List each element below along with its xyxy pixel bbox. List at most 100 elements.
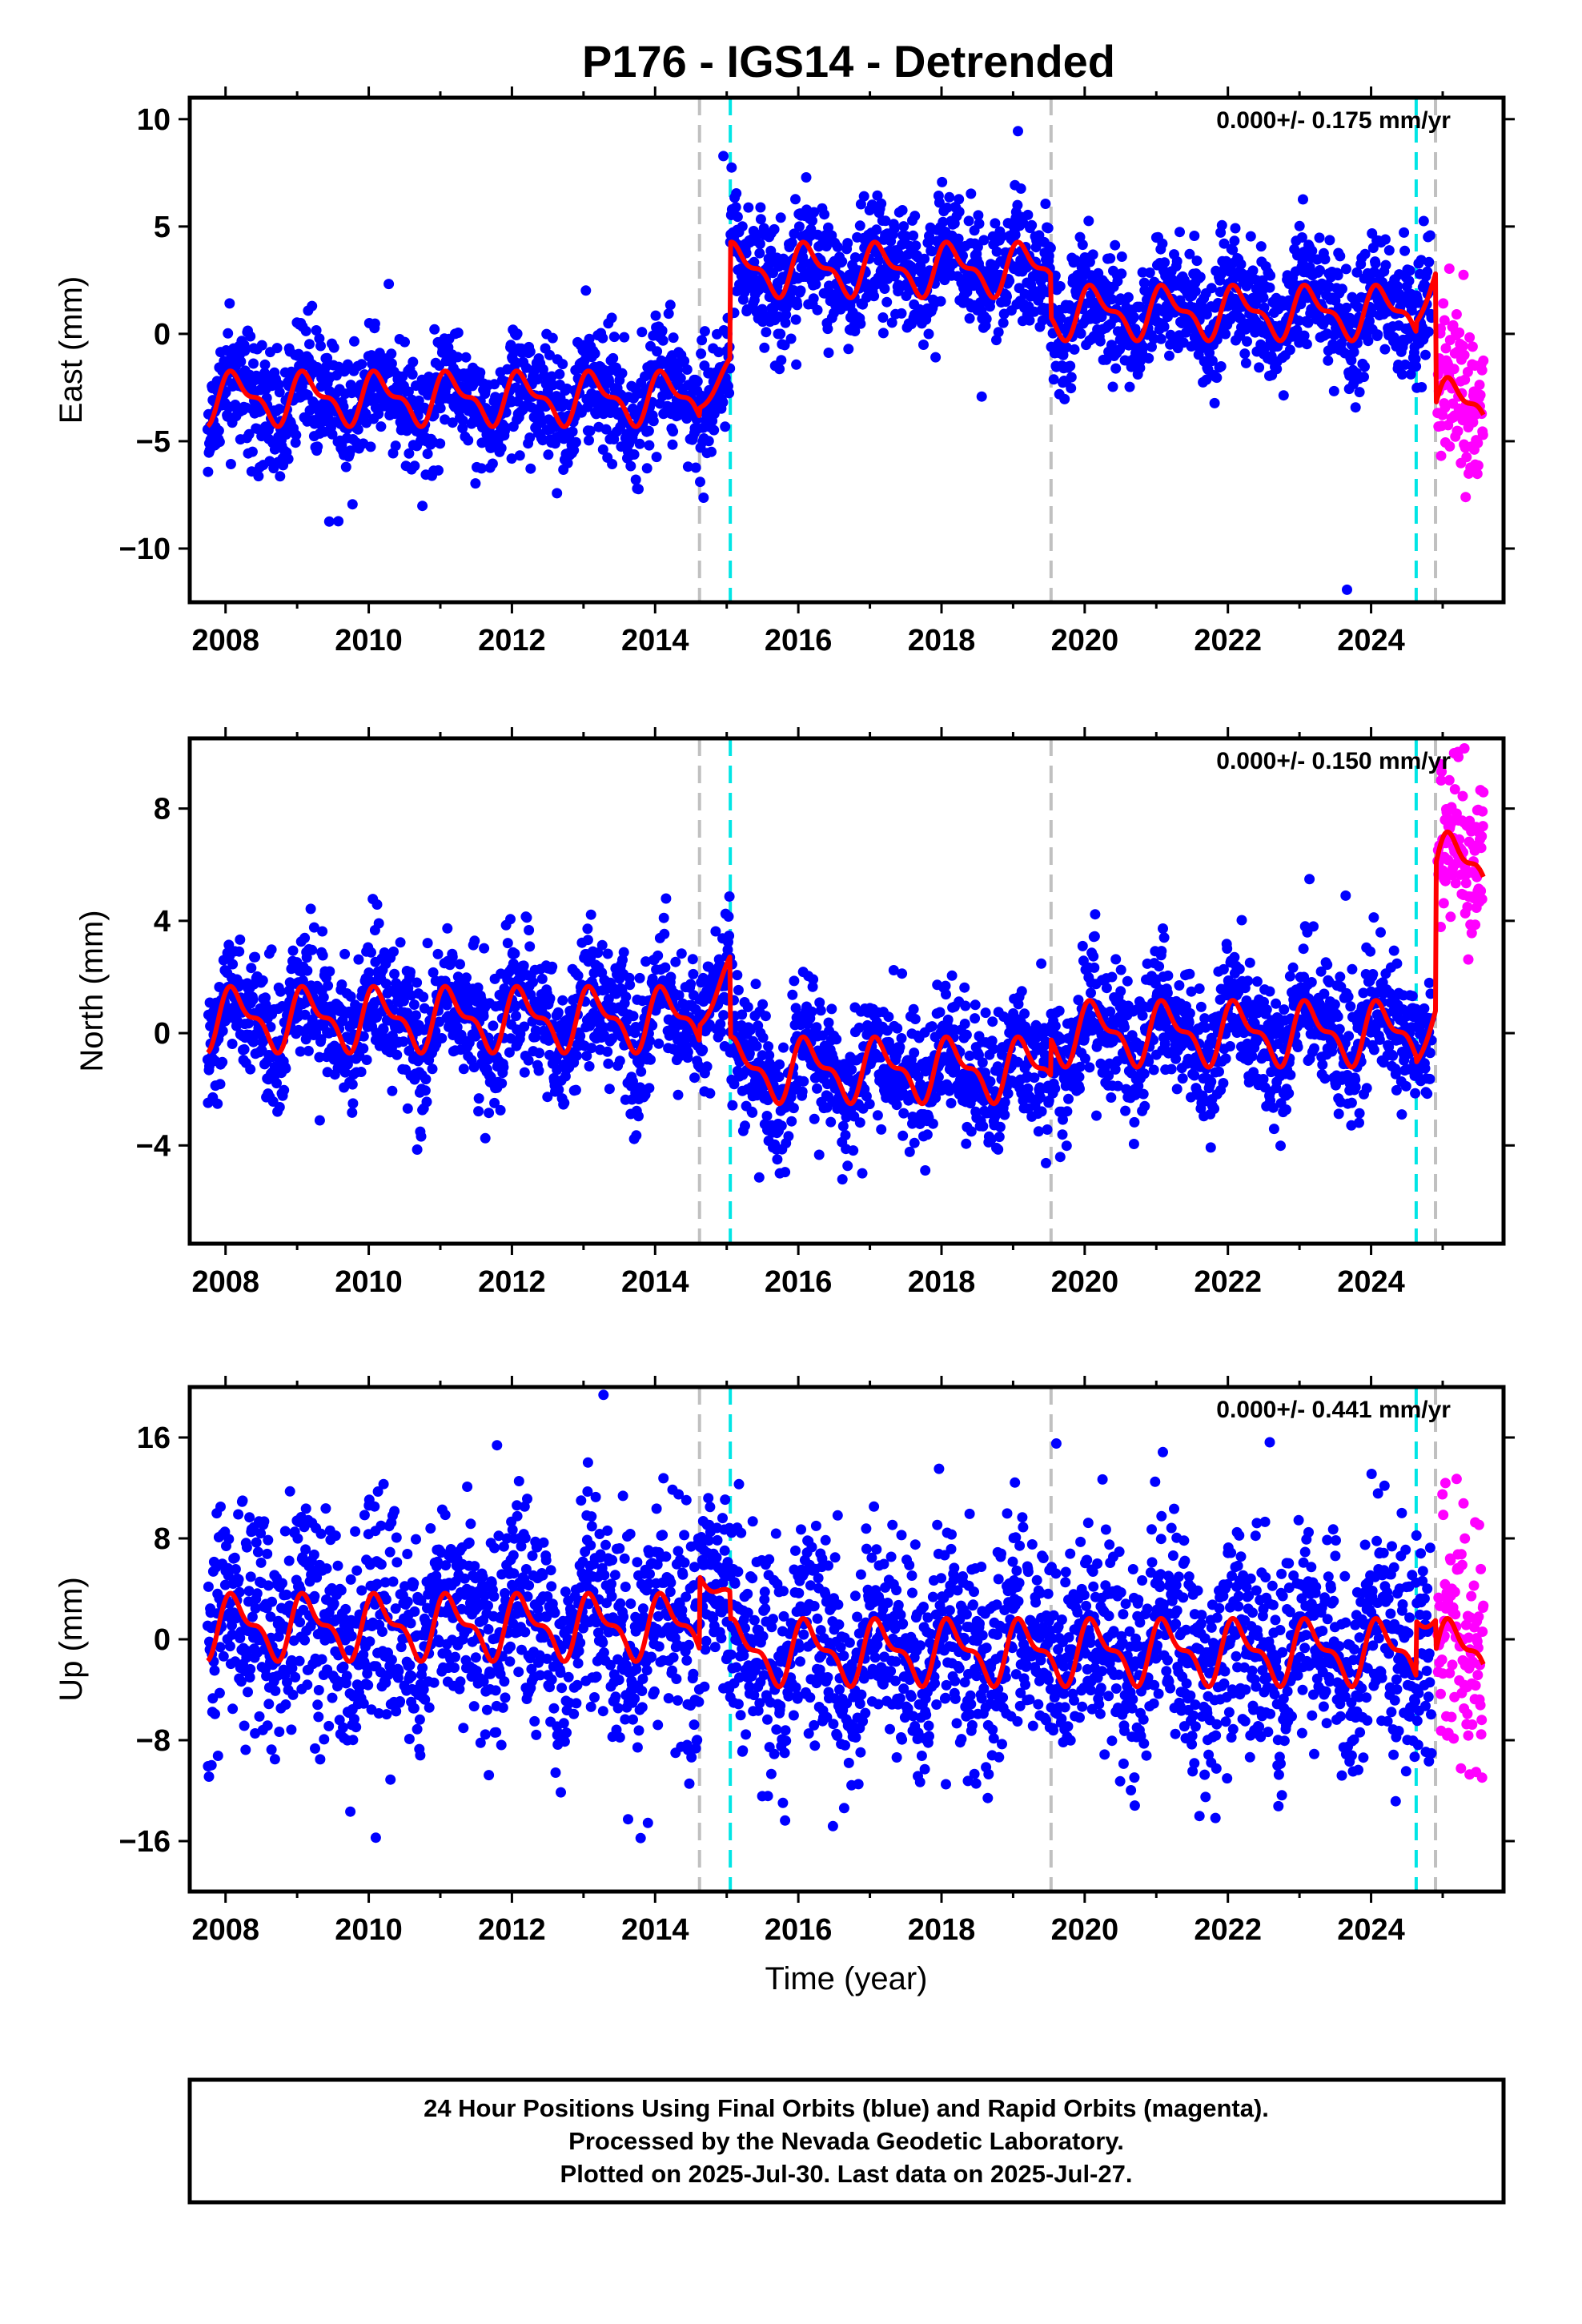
final-orbit-point (411, 1010, 421, 1021)
final-orbit-point (927, 1118, 938, 1129)
final-orbit-point (1042, 1124, 1053, 1135)
final-orbit-point (898, 1108, 909, 1119)
final-orbit-point (798, 1076, 809, 1087)
final-orbit-point (897, 205, 908, 215)
final-orbit-point (554, 368, 565, 380)
final-orbit-point (1204, 348, 1215, 358)
final-orbit-point (575, 1031, 586, 1042)
final-orbit-point (317, 950, 328, 961)
final-orbit-point (1363, 336, 1374, 347)
final-orbit-point (544, 349, 555, 360)
final-orbit-point (808, 293, 819, 304)
final-orbit-point (1110, 239, 1121, 251)
final-orbit-point (280, 1063, 291, 1074)
final-orbit-point (946, 970, 958, 981)
final-orbit-point (307, 300, 318, 312)
rapid-orbit-point (1451, 309, 1462, 320)
final-orbit-point (944, 191, 955, 203)
final-orbit-point (1315, 265, 1325, 275)
final-orbit-point (307, 944, 318, 955)
y-tick-label: 10 (137, 103, 171, 137)
final-orbit-point (812, 304, 823, 316)
final-orbit-point (963, 215, 974, 227)
final-orbit-point (1294, 220, 1305, 231)
final-orbit-point (1211, 372, 1223, 384)
final-orbit-point (496, 443, 507, 454)
final-orbit-point (1319, 254, 1331, 265)
final-orbit-point (246, 963, 257, 974)
final-orbit-point (780, 1167, 791, 1178)
final-orbit-point (400, 336, 410, 348)
final-orbit-point (1239, 348, 1251, 360)
final-orbit-point (533, 1065, 544, 1076)
rapid-orbit-point (1476, 364, 1488, 376)
final-orbit-point (473, 1093, 484, 1104)
final-orbit-point (1416, 382, 1427, 392)
final-orbit-point (345, 445, 356, 456)
final-orbit-point (697, 335, 708, 346)
rapid-orbit-point (1458, 269, 1469, 280)
final-orbit-point (775, 212, 786, 223)
final-orbit-point (234, 946, 245, 957)
final-orbit-point (340, 461, 351, 472)
final-orbit-point (235, 356, 247, 367)
final-orbit-point (1359, 372, 1369, 383)
final-orbit-point (274, 404, 285, 415)
final-orbit-point (908, 230, 919, 241)
x-tick-label: 2008 (191, 624, 259, 657)
final-orbit-point (660, 962, 671, 973)
final-orbit-point (924, 231, 934, 242)
final-orbit-point (596, 939, 608, 951)
final-orbit-point (659, 928, 670, 939)
final-orbit-point (1307, 245, 1318, 256)
final-orbit-point (709, 424, 720, 436)
final-orbit-point (212, 1098, 223, 1109)
final-orbit-point (312, 441, 323, 452)
final-orbit-point (1050, 1020, 1061, 1031)
final-orbit-point (652, 950, 664, 961)
final-orbit-point (1164, 350, 1174, 361)
final-orbit-point (352, 424, 363, 435)
final-orbit-point (1070, 255, 1081, 266)
final-orbit-point (822, 324, 833, 335)
final-orbit-point (525, 463, 536, 474)
final-orbit-point (699, 326, 710, 337)
final-orbit-point (730, 202, 741, 213)
final-orbit-point (488, 1020, 499, 1031)
final-orbit-point (976, 391, 987, 402)
final-orbit-point (723, 911, 734, 922)
final-orbit-point (299, 932, 311, 943)
final-orbit-point (961, 1029, 972, 1040)
final-orbit-point (783, 1131, 794, 1142)
final-orbit-point (954, 194, 965, 205)
final-orbit-point (547, 332, 558, 344)
final-orbit-point (628, 449, 640, 460)
final-orbit-point (753, 1172, 765, 1183)
final-orbit-point (1215, 361, 1227, 372)
final-orbit-point (606, 312, 617, 324)
final-orbit-point (247, 446, 258, 457)
final-orbit-point (849, 252, 861, 263)
final-orbit-point (1383, 245, 1395, 256)
final-orbit-point (934, 1007, 946, 1018)
final-orbit-point (1323, 355, 1334, 366)
final-orbit-point (633, 1111, 644, 1122)
final-orbit-point (946, 1098, 957, 1108)
final-orbit-point (886, 317, 897, 328)
final-orbit-point (239, 345, 251, 356)
final-orbit-point (1423, 256, 1435, 267)
final-orbit-point (892, 1023, 903, 1034)
final-orbit-point (559, 1097, 570, 1108)
final-orbit-point (1050, 1083, 1061, 1094)
final-orbit-point (687, 954, 698, 965)
final-orbit-point (692, 376, 703, 387)
final-orbit-point (1096, 312, 1107, 323)
final-orbit-point (1016, 986, 1027, 997)
final-orbit-point (696, 348, 707, 360)
final-orbit-point (732, 970, 743, 981)
final-orbit-point (421, 1096, 432, 1108)
final-orbit-point (524, 346, 536, 357)
final-orbit-point (458, 1063, 469, 1075)
final-orbit-point (790, 194, 801, 205)
final-orbit-point (757, 999, 769, 1010)
